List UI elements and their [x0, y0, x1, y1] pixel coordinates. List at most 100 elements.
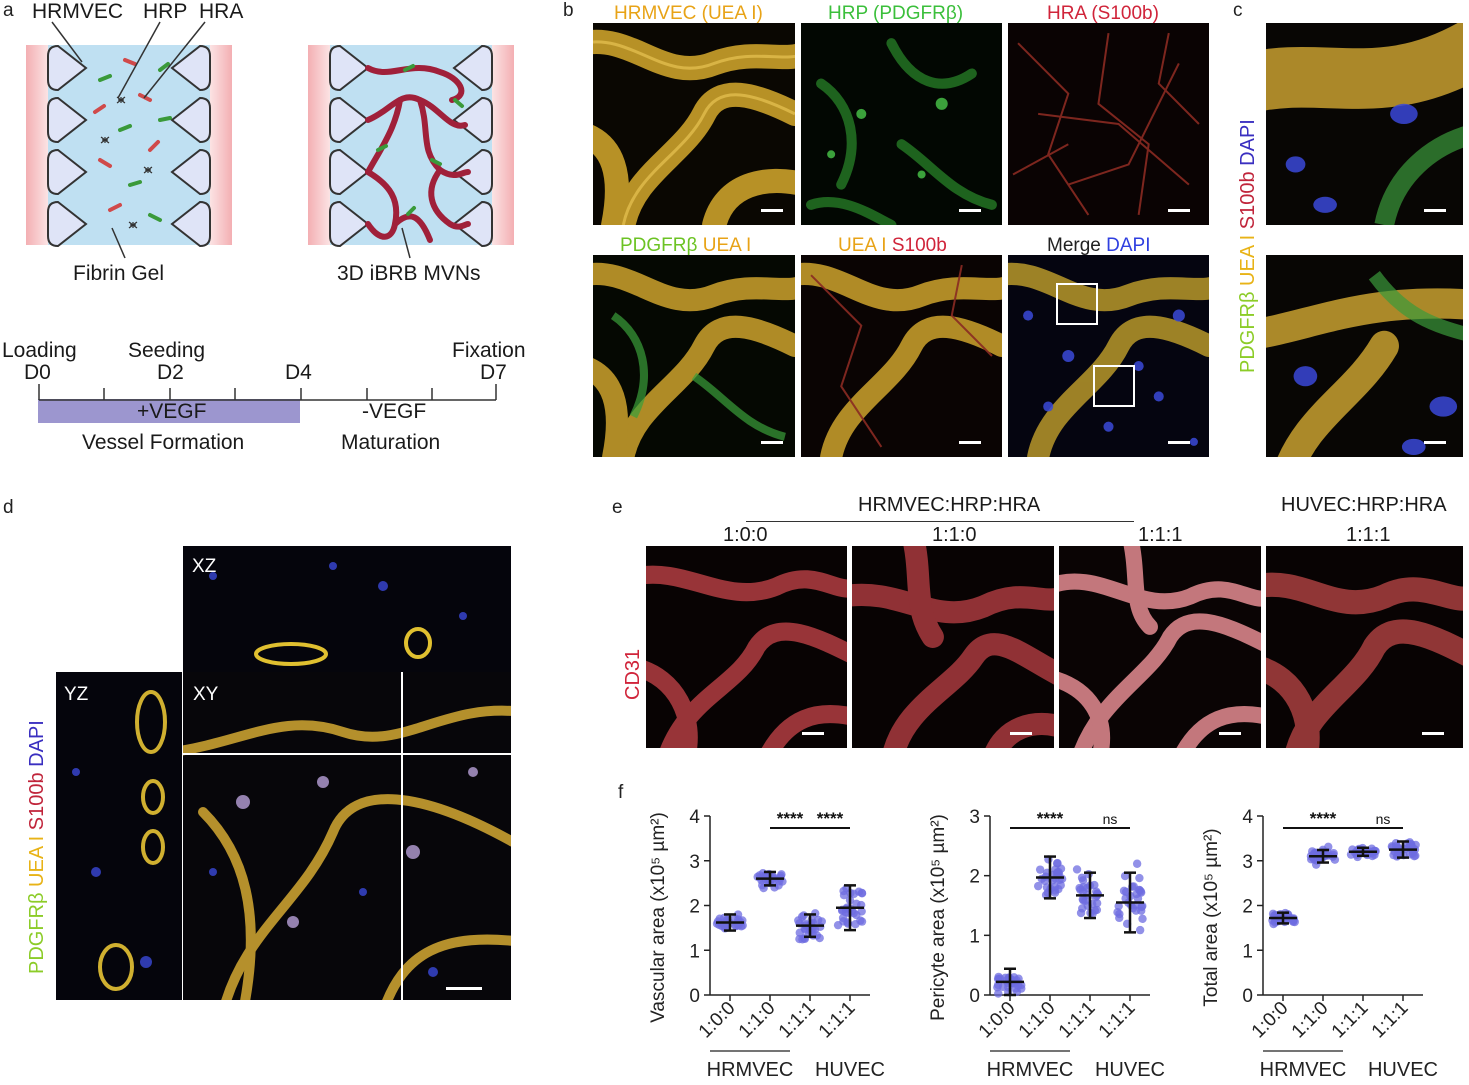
ratio-label-4: 1:1:1 — [1346, 524, 1391, 546]
ratio-label-3: 1:1:1 — [1138, 524, 1183, 546]
label-vessel-formation: Vessel Formation — [82, 431, 245, 454]
x-tick-label: 1:1:0 — [735, 998, 780, 1043]
ortho-xy: XY — [183, 672, 511, 1000]
label-fibrin-gel: Fibrin Gel — [73, 262, 165, 285]
data-point — [1072, 865, 1082, 874]
group-label-hrmvec: HRMVEC:HRP:HRA — [858, 494, 1041, 516]
y-tick-label: 3 — [969, 807, 980, 828]
label-part: UEA I — [26, 830, 48, 887]
data-point — [1079, 896, 1088, 905]
data-point — [1040, 876, 1049, 886]
chart-svg: Total area (x10⁵ µm²) 012341:0:01:1:01:1:… — [1201, 807, 1438, 1081]
data-point — [1050, 888, 1060, 897]
y-tick-label: 4 — [1242, 807, 1253, 828]
data-point — [1135, 925, 1145, 935]
label-d4: D4 — [285, 361, 312, 384]
chart-svg: Vascular area (x10⁵ µm²) 012341:0:01:1:01… — [648, 807, 885, 1081]
label-part: S100b — [891, 235, 947, 256]
label-cd31: CD31 — [622, 648, 644, 700]
data-point — [1132, 859, 1142, 868]
x-tick-label: 1:0:0 — [975, 998, 1020, 1043]
x-tick-label: 1:1:1 — [815, 998, 860, 1043]
micrograph-title: HRA (S100b) — [1047, 3, 1159, 25]
ratio-label-1: 1:0:0 — [723, 524, 768, 546]
micrograph-cd31-4 — [1266, 546, 1463, 748]
micrograph-title: UEA I S100b — [838, 235, 947, 257]
data-point — [1017, 984, 1026, 993]
label-d2: D2 — [157, 361, 184, 384]
data-point — [1093, 889, 1102, 899]
y-tick-label: 0 — [969, 986, 980, 1007]
label-plus-vegf: +VEGF — [137, 400, 207, 423]
data-point — [1138, 901, 1147, 911]
data-point — [1330, 855, 1340, 864]
label-part: UEA I — [838, 235, 892, 256]
x-tick-label: 1:1:1 — [1368, 998, 1413, 1043]
label-yz: YZ — [64, 684, 89, 705]
group-label: HUVEC — [1368, 1059, 1438, 1080]
data-point — [839, 886, 848, 896]
scale-bar — [1424, 441, 1446, 444]
scale-bar — [1422, 732, 1444, 735]
scale-bar — [1010, 732, 1032, 735]
data-point — [1056, 881, 1065, 890]
significance-label: **** — [1037, 809, 1064, 828]
y-tick-label: 1 — [1242, 941, 1253, 962]
vegf-bar — [38, 399, 300, 423]
y-tick-label: 1 — [969, 926, 980, 947]
label-maturation: Maturation — [341, 431, 441, 454]
y-axis-label: Total area (x10⁵ µm²) — [1201, 828, 1222, 1006]
data-point — [1410, 851, 1419, 861]
micrograph-cd31-2 — [852, 546, 1054, 748]
label-xz: XZ — [192, 556, 217, 577]
micrograph-s100b — [1008, 23, 1209, 225]
x-tick-label: 1:1:1 — [1328, 998, 1373, 1043]
micrograph-pdgfrb — [801, 23, 1002, 225]
label-part: UEA I — [1237, 229, 1259, 286]
scale-bar — [1168, 209, 1190, 212]
data-point — [1035, 865, 1045, 874]
chart-svg: Pericyte area (x10⁵ µm²) 01231:0:01:1:01:… — [928, 807, 1165, 1081]
data-point — [1389, 850, 1398, 860]
y-tick-label: 2 — [1242, 897, 1253, 918]
micrograph-pdgfrb-uea — [593, 255, 795, 457]
data-point — [851, 919, 860, 929]
group-label-huvec: HUVEC:HRP:HRA — [1281, 494, 1447, 516]
panel-label-d: d — [3, 497, 14, 518]
x-tick-label: 1:0:0 — [1248, 998, 1293, 1043]
micrograph-title: HRP (PDGFRβ) — [828, 3, 963, 25]
ortho-xz: XZ — [183, 546, 511, 672]
micrograph-inset-bottom — [1266, 255, 1463, 457]
chart-total-area: Total area (x10⁵ µm²) 0 1 2 3 4 1:0:0 1:1:0 1:1:… — [1199, 790, 1467, 1081]
scale-bar — [959, 209, 981, 212]
group-label: HRMVEC — [1260, 1059, 1347, 1080]
x-tick-label: 1:0:0 — [695, 998, 740, 1043]
data-point — [1115, 913, 1124, 923]
data-point — [854, 887, 864, 896]
chart-vascular-area: Vascular area (x10⁵ µm²) 0 1 2 3 4 1:0:0 1:1:0 1… — [646, 790, 916, 1081]
scale-bar — [802, 732, 824, 735]
y-axis-label: Vascular area (x10⁵ µm²) — [648, 812, 669, 1023]
label-part: DAPI — [26, 720, 48, 767]
schematic-svg — [26, 21, 514, 259]
micrograph-uea — [593, 23, 795, 225]
label-part: HRA (S100b) — [1047, 3, 1159, 24]
label-part: HRP (PDGFRβ) — [828, 3, 964, 24]
label-hra: HRA — [199, 0, 244, 23]
label-part: S100b — [26, 766, 48, 831]
y-tick-label: 1 — [689, 941, 700, 962]
micrograph-title: Merge DAPI — [1047, 235, 1151, 257]
label-seeding: Seeding — [128, 339, 206, 362]
label-part: PDGFRβ — [620, 235, 703, 256]
panel-label-f: f — [618, 782, 624, 803]
timeline-axis — [38, 384, 497, 401]
label-part: UEA I — [702, 235, 752, 256]
panel-label-c: c — [1233, 0, 1243, 21]
scale-bar — [1168, 441, 1190, 444]
data-point — [1136, 888, 1146, 897]
ratio-label-2: 1:1:0 — [932, 524, 977, 546]
x-tick-label: 1:1:1 — [775, 998, 820, 1043]
panel-d-channel-label: PDGFRβ UEA I S100b DAPI — [26, 720, 49, 974]
label-fixation: Fixation — [452, 339, 526, 362]
panel-c-channel-label: PDGFRβ UEA I S100b DAPI — [1237, 119, 1260, 373]
